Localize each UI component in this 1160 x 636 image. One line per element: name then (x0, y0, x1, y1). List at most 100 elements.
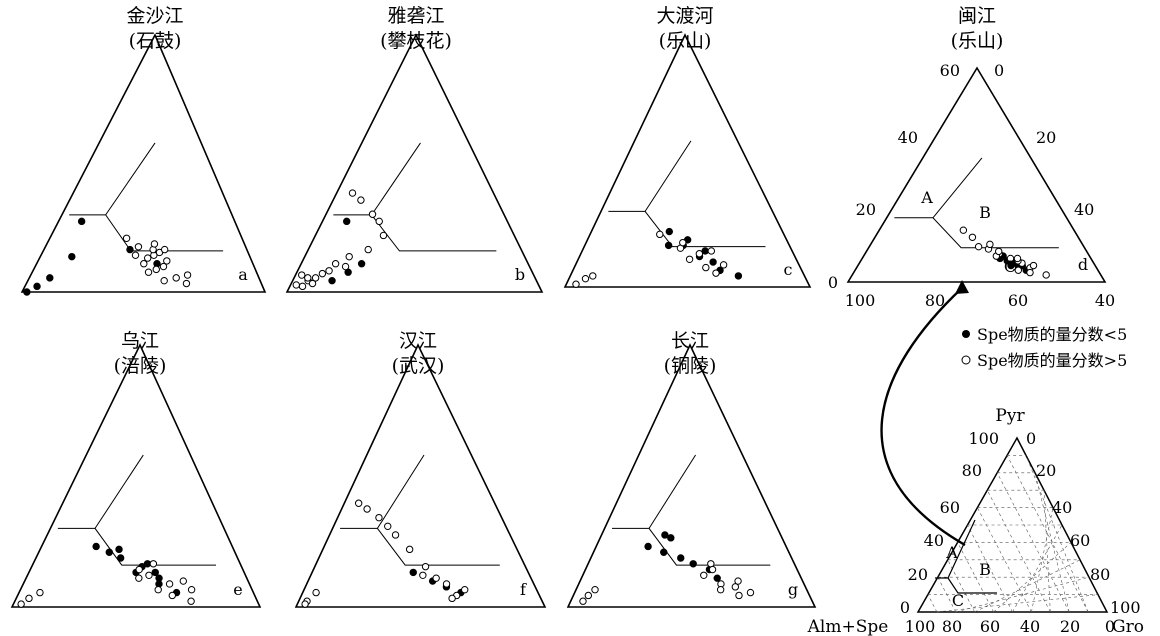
field-boundary (340, 527, 500, 566)
filled-point (23, 288, 31, 296)
open-point (17, 600, 25, 608)
ref-left-tick: 60 (940, 498, 960, 517)
ref-bottom-tick: 60 (980, 617, 1000, 636)
triangle-outline (294, 343, 547, 608)
grid-line (977, 507, 1032, 613)
panel-river-title: 闽江 (958, 5, 996, 27)
grid-line (967, 524, 1013, 613)
grid-line (1043, 490, 1051, 613)
panel-station-title: (攀枝花) (380, 30, 452, 52)
open-point (36, 588, 44, 597)
ref-field-label-B: B (979, 560, 991, 579)
open-point (172, 274, 180, 282)
ref-bottom-tick: 80 (942, 617, 962, 636)
panel-station-title: (乐山) (659, 30, 712, 52)
open-point (700, 571, 708, 579)
grid-line (1012, 524, 1063, 613)
panel-station-title: (涪陵) (114, 355, 167, 377)
open-point (442, 580, 451, 588)
open-point (308, 279, 317, 288)
ref-field-label-A: A (945, 543, 958, 562)
open-point (179, 577, 187, 585)
open-point (591, 586, 599, 594)
field-boundary (333, 214, 497, 252)
ref-bottom-tick: 0 (1105, 617, 1115, 636)
inset-left-tick: 60 (940, 61, 960, 80)
panel-b: 雅砻江 (攀枝花) b (285, 5, 544, 293)
field-boundary (69, 214, 224, 252)
open-point (974, 242, 983, 251)
grid-line (993, 542, 1072, 613)
open-point (25, 594, 33, 603)
ref-right-tick: 0 (1026, 429, 1036, 448)
open-point (712, 269, 720, 277)
panel-e: 乌江 (涪陵) e (10, 330, 262, 608)
filled-point (115, 545, 123, 554)
filled-point (105, 548, 113, 556)
panel-letter: e (233, 580, 242, 599)
open-point (187, 586, 196, 594)
filled-point (33, 282, 41, 291)
panel-river-title: 长江 (671, 330, 709, 352)
inset-bottom-tick: 40 (1095, 291, 1115, 310)
filled-point (328, 276, 336, 285)
panel-a: 金沙江 (石鼓) a (20, 5, 267, 296)
grid-line (1025, 455, 1089, 613)
triangle-outline (20, 33, 267, 293)
panel-station-title: (石鼓) (129, 30, 182, 52)
open-point (135, 565, 143, 574)
open-point (135, 574, 143, 582)
open-point (357, 196, 365, 204)
panel-station-title: (铜陵) (664, 355, 717, 377)
filled-point (151, 568, 159, 577)
panel-letter: a (238, 265, 248, 284)
triangle-outline (10, 343, 262, 608)
open-point (144, 268, 153, 276)
field-boundary (612, 527, 771, 566)
open-point (391, 531, 400, 539)
open-point (152, 265, 160, 274)
open-point (685, 255, 694, 263)
open-point (419, 571, 427, 579)
grid-line (996, 472, 1070, 613)
open-point (679, 238, 687, 247)
open-point (325, 267, 333, 275)
filled-point (357, 260, 366, 268)
filled-point (689, 560, 697, 568)
open-point (134, 243, 143, 251)
open-point (348, 189, 357, 197)
ref-bottom-tick: 40 (1020, 617, 1040, 636)
panel-g: 长江 (铜陵) g (566, 330, 817, 608)
ref-bottom-tick: 100 (905, 617, 936, 636)
open-point (584, 591, 593, 600)
filled-point (660, 548, 668, 556)
open-point (1029, 261, 1038, 270)
filled-point (126, 245, 134, 254)
filled-point (661, 531, 669, 539)
ref-left-tick: 100 (968, 429, 999, 448)
open-point (1042, 271, 1050, 279)
panel-d: 闽江 (乐山) d 60 40 20 0 0 20 40 100 80 60 40 A B C (828, 5, 1115, 310)
open-point (1006, 254, 1015, 263)
field-boundary (608, 210, 766, 248)
open-point (298, 271, 306, 279)
open-point (143, 254, 152, 262)
open-point (731, 583, 740, 591)
open-point (292, 281, 300, 289)
open-point (589, 272, 597, 280)
open-point (735, 591, 743, 600)
open-point (363, 505, 371, 513)
ref-left-tick: 80 (962, 461, 982, 480)
ref-right-tick: 40 (1052, 498, 1072, 517)
filled-point (644, 542, 652, 551)
legend-label: Spe物质的量分数>5 (977, 351, 1127, 370)
inset-left-tick: 0 (828, 273, 838, 292)
legend-marker-filled (962, 330, 970, 338)
panel-letter: b (515, 265, 525, 284)
arrowhead (955, 280, 969, 294)
open-point (959, 226, 968, 234)
apex-left-label: Alm+Spe (807, 617, 889, 636)
field-boundary (94, 454, 144, 529)
open-point (368, 210, 377, 218)
open-point (579, 597, 587, 605)
